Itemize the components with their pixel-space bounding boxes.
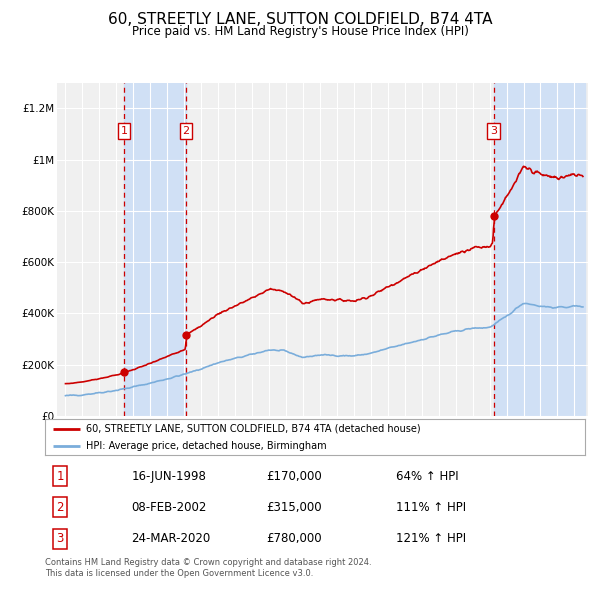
Text: 08-FEB-2002: 08-FEB-2002 xyxy=(131,501,207,514)
Text: 121% ↑ HPI: 121% ↑ HPI xyxy=(396,532,466,545)
Text: This data is licensed under the Open Government Licence v3.0.: This data is licensed under the Open Gov… xyxy=(45,569,313,578)
Text: 3: 3 xyxy=(56,532,64,545)
Text: 2: 2 xyxy=(56,501,64,514)
Text: 2: 2 xyxy=(182,126,190,136)
Text: £780,000: £780,000 xyxy=(266,532,322,545)
Text: 24-MAR-2020: 24-MAR-2020 xyxy=(131,532,211,545)
Bar xyxy=(124,83,186,416)
Text: 1: 1 xyxy=(56,470,64,483)
Text: 111% ↑ HPI: 111% ↑ HPI xyxy=(396,501,466,514)
Text: £315,000: £315,000 xyxy=(266,501,322,514)
Text: Price paid vs. HM Land Registry's House Price Index (HPI): Price paid vs. HM Land Registry's House … xyxy=(131,25,469,38)
Text: 60, STREETLY LANE, SUTTON COLDFIELD, B74 4TA: 60, STREETLY LANE, SUTTON COLDFIELD, B74… xyxy=(108,12,492,27)
Text: £170,000: £170,000 xyxy=(266,470,322,483)
Text: 16-JUN-1998: 16-JUN-1998 xyxy=(131,470,206,483)
Text: 64% ↑ HPI: 64% ↑ HPI xyxy=(396,470,458,483)
Text: 1: 1 xyxy=(121,126,128,136)
Text: 60, STREETLY LANE, SUTTON COLDFIELD, B74 4TA (detached house): 60, STREETLY LANE, SUTTON COLDFIELD, B74… xyxy=(86,424,420,434)
Text: HPI: Average price, detached house, Birmingham: HPI: Average price, detached house, Birm… xyxy=(86,441,326,451)
Bar xyxy=(494,83,584,416)
Text: Contains HM Land Registry data © Crown copyright and database right 2024.: Contains HM Land Registry data © Crown c… xyxy=(45,558,371,566)
Text: 3: 3 xyxy=(490,126,497,136)
